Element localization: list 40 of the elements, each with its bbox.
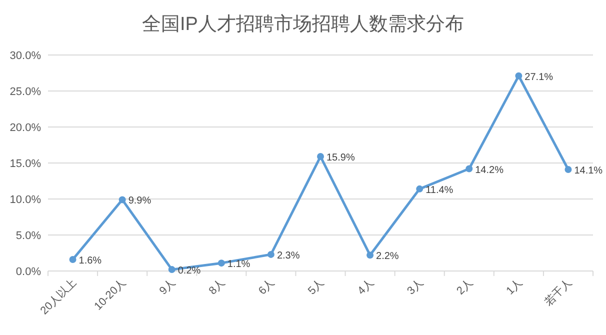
data-label: 14.2% [475, 164, 504, 176]
data-label: 1.6% [78, 255, 102, 266]
point [69, 256, 76, 263]
x-tick-label: 5人 [306, 276, 327, 298]
data-label: 2.3% [276, 250, 300, 262]
point [168, 266, 176, 274]
x-tick-label: 6人 [256, 276, 278, 298]
point [466, 165, 473, 172]
data-label: 0.2% [178, 266, 201, 277]
data-label: 15.9% [326, 152, 355, 164]
x-tick-label: 20人以上 [38, 276, 79, 318]
point [515, 72, 522, 80]
data-label: 11.4% [426, 184, 454, 196]
x-tick-label: 1人 [504, 276, 525, 298]
x-tick-label: 若干人 [542, 276, 574, 308]
data-label: 1.1% [227, 259, 250, 270]
x-tick-label: 3人 [405, 276, 426, 298]
point [118, 196, 126, 204]
x-tick-label: 9人 [157, 276, 178, 298]
y-tick-label: 25.0% [10, 86, 42, 98]
y-tick-label: 0.0% [16, 266, 42, 278]
point [317, 153, 324, 160]
data-label: 2.2% [376, 251, 399, 262]
y-tick-label: 5.0% [16, 230, 42, 242]
point [564, 166, 572, 173]
data-label: 27.1% [524, 72, 554, 83]
x-tick-label: 8人 [206, 276, 228, 298]
point [366, 252, 374, 259]
data-label: 9.9% [128, 196, 152, 207]
x-tick-label: 2人 [454, 276, 476, 298]
y-tick-label: 10.0% [10, 194, 42, 206]
x-tick-label: 4人 [356, 276, 376, 298]
point [218, 260, 225, 267]
point [416, 185, 424, 192]
data-label: 14.1% [574, 165, 603, 176]
y-tick-label: 15.0% [10, 158, 42, 170]
point [267, 250, 274, 258]
y-tick-label: 30.0% [10, 50, 42, 62]
chart-title: 全国IP人才招聘市场招聘人数需求分布 [142, 13, 464, 35]
y-tick-label: 20.0% [10, 122, 42, 134]
